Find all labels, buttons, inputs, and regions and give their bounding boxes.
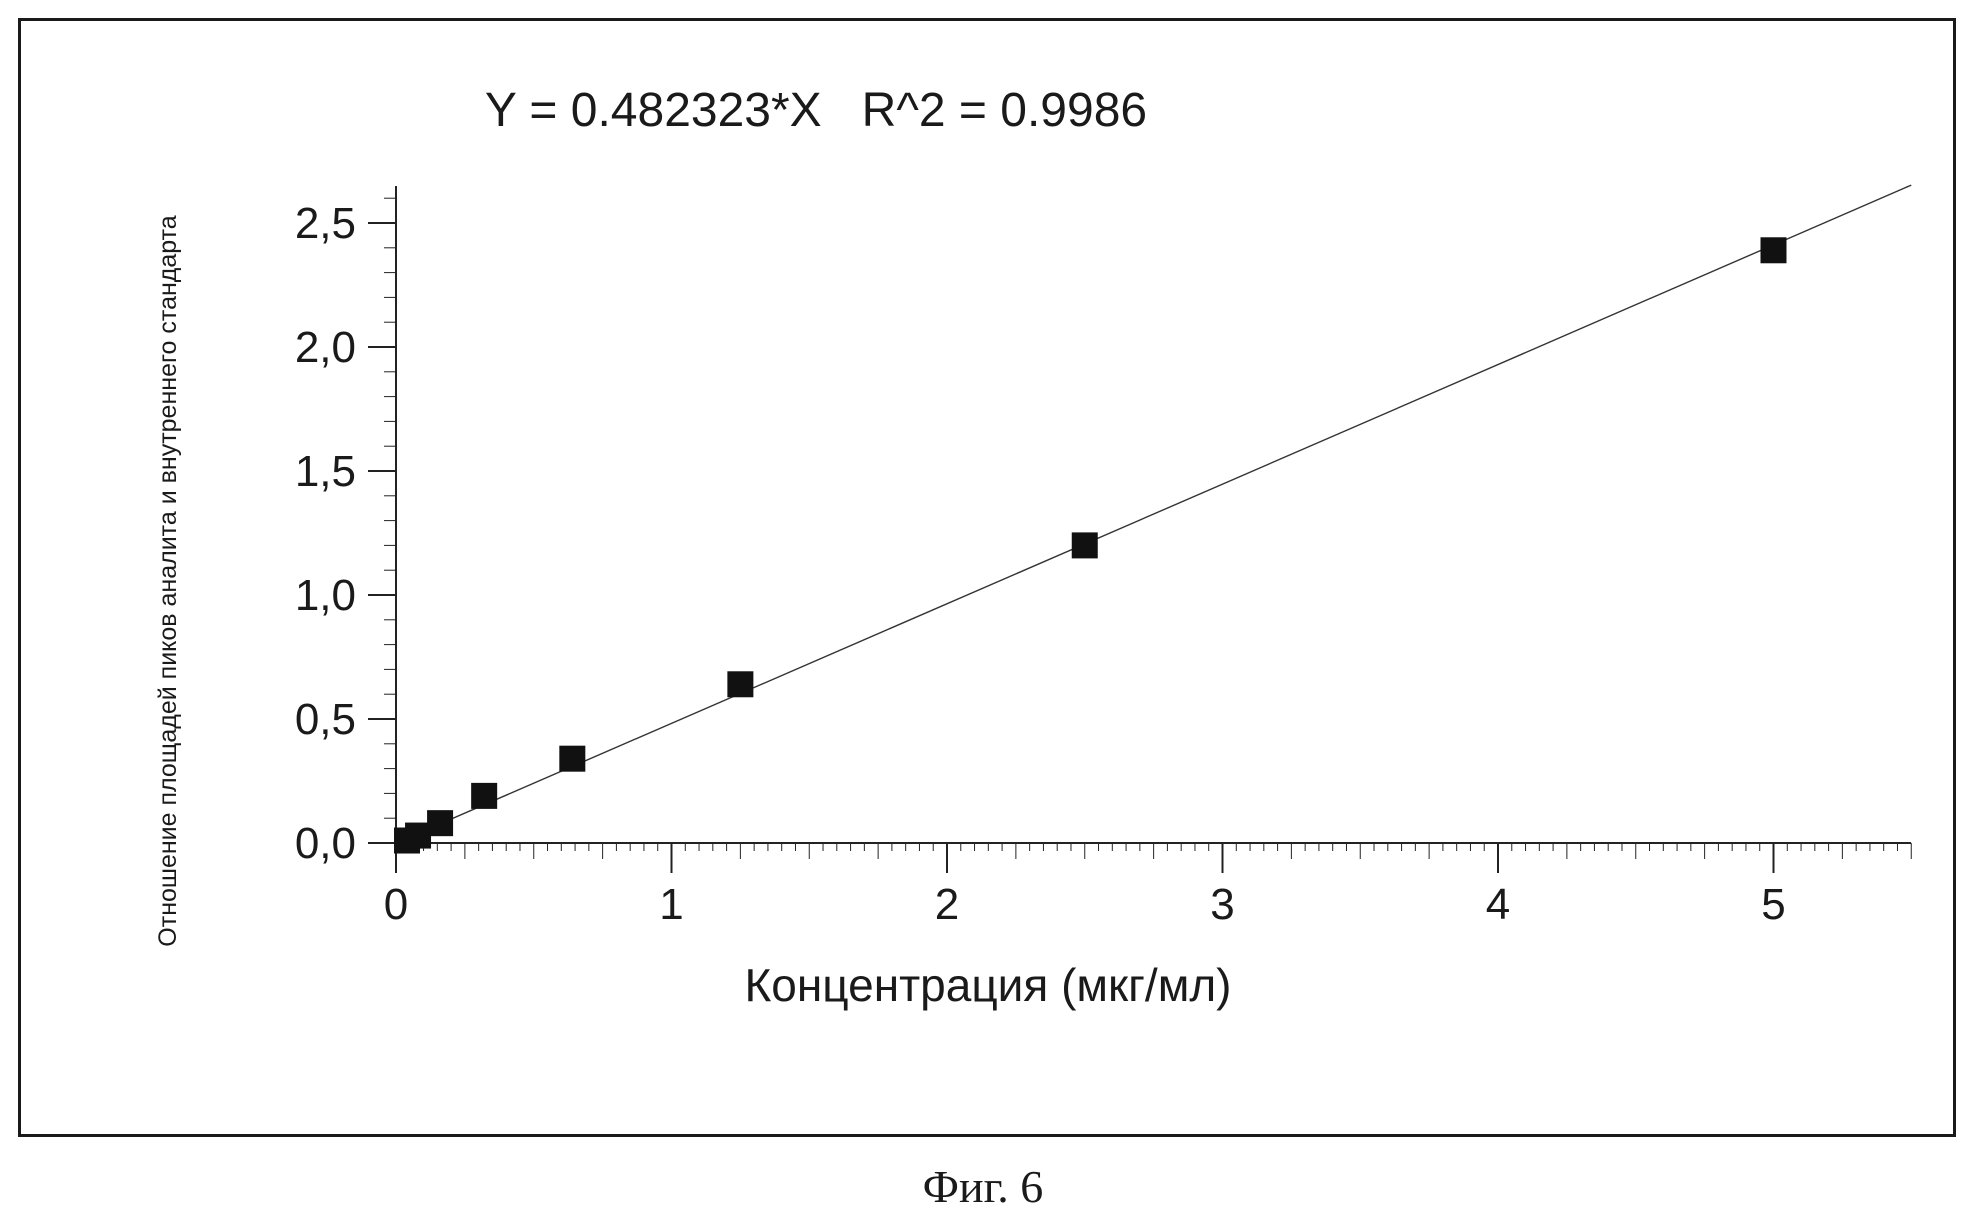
data-point: [1760, 237, 1787, 264]
x-tick-label: 2: [935, 880, 959, 929]
y-tick-label: 1,5: [295, 447, 356, 496]
y-tick-label: 2,0: [295, 323, 356, 372]
data-point: [727, 671, 754, 698]
x-tick-label: 1: [659, 880, 683, 929]
y-axis-label: Отношение площадей пиков аналита и внутр…: [154, 215, 182, 946]
fit-line: [395, 184, 1912, 844]
scatter-plot: Y = 0.482323*X R^2 = 0.9986 Отношение пл…: [154, 84, 1912, 1011]
y-tick-label: 2,5: [295, 199, 356, 248]
x-tick-label: 5: [1761, 880, 1785, 929]
data-point: [427, 810, 454, 837]
x-tick-label: 3: [1210, 880, 1234, 929]
x-axis-label: Концентрация (мкг/мл): [745, 959, 1232, 1011]
data-point: [1071, 532, 1098, 559]
x-tick-label: 0: [384, 880, 408, 929]
tick-labels: 0 1 2 3 4 5 0,0 0,5 1,0 1,5 2,0 2,5: [295, 199, 1786, 929]
data-point: [471, 782, 498, 809]
chart-frame: Y = 0.482323*X R^2 = 0.9986 Отношение пл…: [18, 18, 1956, 1137]
y-tick-label: 0,0: [295, 819, 356, 868]
regression-line: [395, 184, 1912, 844]
figure-caption: Фиг. 6: [922, 1161, 1044, 1212]
chart-title: Y = 0.482323*X R^2 = 0.9986: [485, 84, 1147, 137]
data-point: [405, 822, 432, 849]
data-points: [394, 237, 1787, 854]
y-tick-label: 1,0: [295, 571, 356, 620]
data-point: [559, 745, 586, 772]
y-tick-label: 0,5: [295, 695, 356, 744]
x-tick-label: 4: [1486, 880, 1510, 929]
tick-marks: [368, 197, 1912, 873]
